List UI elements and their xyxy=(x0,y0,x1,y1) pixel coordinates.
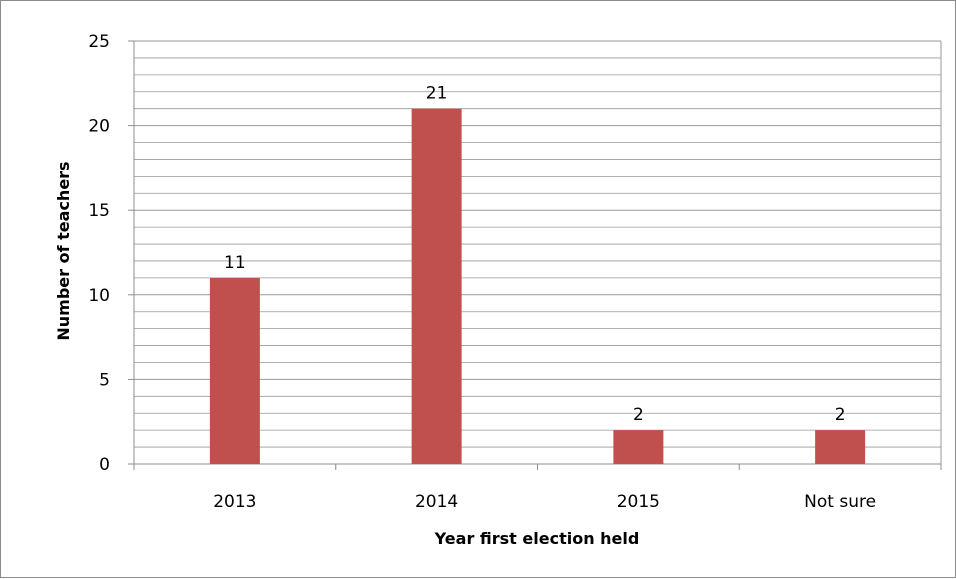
bar xyxy=(613,430,664,464)
x-axis-ticks: 2013 2014 2015 Not sure xyxy=(133,464,942,512)
bar xyxy=(209,277,260,464)
x-tick-label: Not sure xyxy=(804,492,876,512)
data-label: 21 xyxy=(426,84,448,104)
y-tick-label: 20 xyxy=(88,117,110,137)
y-tick-label: 15 xyxy=(88,201,110,221)
y-tick-label: 0 xyxy=(99,455,110,475)
bar xyxy=(411,108,462,465)
data-label: 2 xyxy=(835,405,846,425)
x-tick-label: 2014 xyxy=(415,492,458,512)
x-axis-title: Year first election held xyxy=(434,529,640,548)
x-tick-label: 2015 xyxy=(617,492,660,512)
y-tick-label: 5 xyxy=(99,370,110,390)
y-axis-ticks: 0 5 10 15 20 25 xyxy=(88,32,134,475)
data-labels: 11 21 2 2 xyxy=(224,84,845,425)
y-tick-label: 25 xyxy=(88,32,110,52)
data-label: 2 xyxy=(633,405,644,425)
gridlines xyxy=(133,40,942,465)
data-label: 11 xyxy=(224,253,246,273)
x-tick-label: 2013 xyxy=(213,492,256,512)
bar xyxy=(815,430,866,464)
bars xyxy=(209,108,866,465)
y-tick-label: 10 xyxy=(88,286,110,306)
y-axis-title: Number of teachers xyxy=(54,161,73,340)
